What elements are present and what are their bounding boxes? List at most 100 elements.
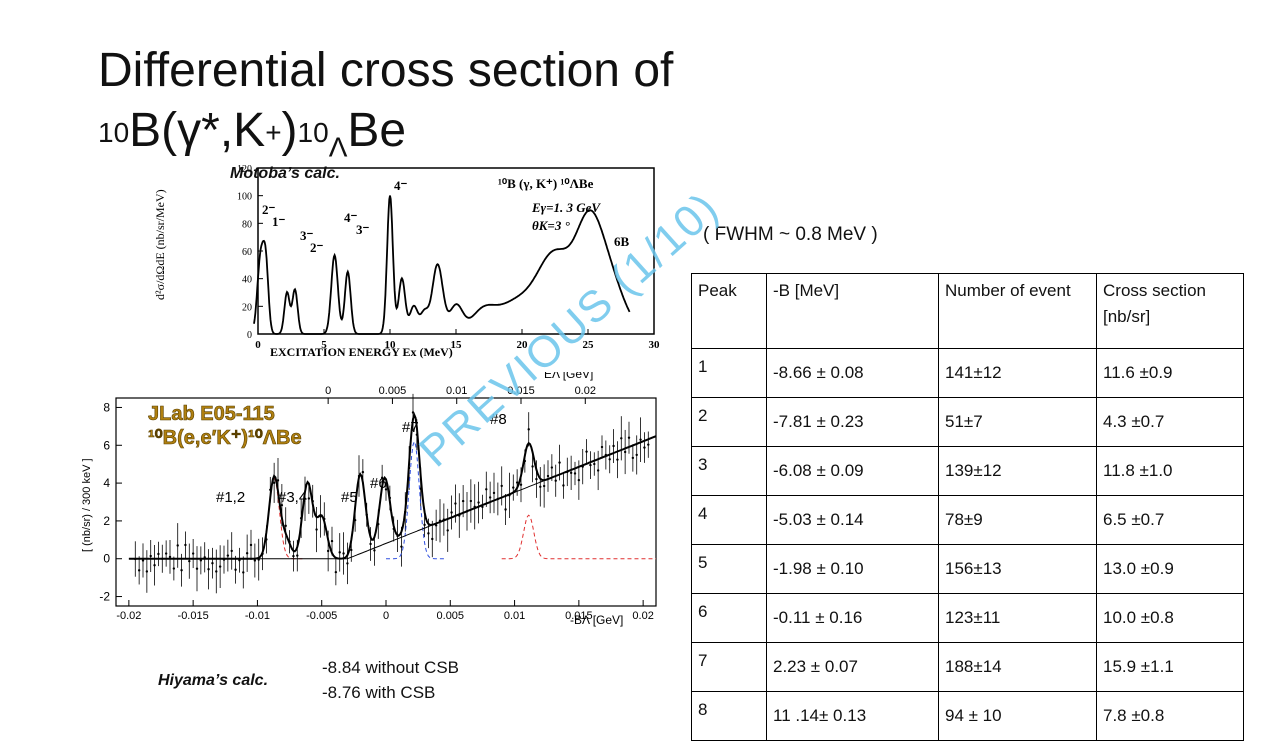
data-point <box>242 571 245 574</box>
background-fit <box>128 435 657 560</box>
cell-cross-section: 11.8 ±1.0 <box>1096 446 1244 496</box>
x-tick-label: -0.005 <box>306 610 337 622</box>
data-point <box>431 537 434 541</box>
x-tick-label: 15 <box>451 339 463 351</box>
data-point <box>272 481 276 485</box>
data-point <box>531 465 534 468</box>
data-point <box>346 562 349 565</box>
data-point <box>643 446 646 449</box>
hiyama-values: -8.84 without CSB -8.76 with CSB <box>322 655 459 705</box>
cell-binding: -8.66 ± 0.08 <box>766 348 939 398</box>
x-tick-label: 25 <box>583 339 595 351</box>
data-point <box>245 552 249 555</box>
cell-events: 78±9 <box>938 495 1097 545</box>
state-label: 1⁻ <box>272 214 286 229</box>
table-row: 5 -1.98 ± 0.10 156±13 13.0 ±0.9 <box>691 544 1244 594</box>
peak-fit-blue <box>386 440 444 560</box>
cell-cross-section: 10.0 ±0.8 <box>1096 593 1244 643</box>
x-axis-bottom-label: -BΛ [GeV] <box>570 613 623 627</box>
data-point <box>361 470 365 474</box>
reaction-info: ¹⁰B (γ, K⁺) ¹⁰ΛBe Eγ=1. 3 GeV θK=3 ° 6B <box>498 176 630 249</box>
cell-peak: 7 <box>691 642 767 692</box>
data-point <box>620 437 623 440</box>
x-tick-label: 0 <box>383 610 389 622</box>
data-point <box>234 568 237 571</box>
y-tick-label: 100 <box>237 192 252 203</box>
data-point <box>188 559 191 563</box>
beam-energy: Eγ=1. 3 GeV <box>531 200 601 215</box>
header-cross-section: Cross section [nb/sr] <box>1096 273 1244 349</box>
x-tick-label: 0.02 <box>575 385 596 397</box>
data-point <box>631 456 635 460</box>
total-fit-curve <box>128 411 657 560</box>
x-tick-label: -0.01 <box>245 610 270 622</box>
x-tick-label: -0.02 <box>116 610 141 622</box>
cell-binding: 11 .14± 0.13 <box>766 691 939 741</box>
hiyama-value-with-csb: -8.76 with CSB <box>322 683 436 702</box>
data-point <box>369 542 372 546</box>
y-axis-label: d²σ/dΩdE (nb/sr/MeV) <box>153 189 167 300</box>
header-binding: -B [MeV] <box>766 273 939 349</box>
table-row: 6 -0.11 ± 0.16 123±11 10.0 ±0.8 <box>691 593 1244 643</box>
table-header-row: Peak -B [MeV] Number of event Cross sect… <box>691 273 1244 349</box>
data-point <box>608 458 611 461</box>
data-point <box>334 570 338 574</box>
data-point <box>461 499 465 503</box>
header-peak: Peak <box>691 273 767 349</box>
table-row: 1 -8.66 ± 0.08 141±12 11.6 ±0.9 <box>691 348 1244 398</box>
data-point <box>145 570 149 573</box>
y-tick-label: 60 <box>242 247 252 258</box>
x-tick-label: 0.015 <box>507 385 535 397</box>
data-point <box>546 474 550 478</box>
state-labels: 2⁻ 1⁻ 3⁻ 2⁻ 4⁻ 3⁻ 4⁻ <box>262 178 408 255</box>
data-point <box>284 524 287 528</box>
data-point <box>469 499 473 503</box>
data-point <box>342 552 345 555</box>
data-point <box>373 549 376 552</box>
x-axis-label: EXCITATION ENERGY Ex (MeV) <box>270 345 453 359</box>
data-point <box>215 570 218 573</box>
x-tick-label: 0.005 <box>437 610 465 622</box>
cell-events: 139±12 <box>938 446 1097 496</box>
data-point <box>446 529 449 532</box>
data-point <box>180 569 183 572</box>
data-point <box>616 458 619 461</box>
data-point <box>249 543 253 547</box>
state-label: 3⁻ <box>300 228 314 243</box>
data-point <box>137 569 141 572</box>
reaction-close: ) <box>281 104 298 157</box>
y-tick-label: 0 <box>247 330 252 341</box>
peak-table: Peak -B [MeV] Number of event Cross sect… <box>691 273 1244 741</box>
data-point <box>276 479 280 482</box>
data-point <box>153 564 156 567</box>
jlab-spectrum-svg: [ (nb/sr) / 300 keV ] -2 0 2 4 6 8 -0.02 -0.01… <box>81 367 657 627</box>
cell-binding: 2.23 ± 0.07 <box>766 642 939 692</box>
data-point <box>512 486 515 489</box>
data-point <box>141 559 145 562</box>
state-label: 4⁻ <box>344 210 358 225</box>
y-tick-label: 20 <box>242 302 252 313</box>
y-tick-label: 2 <box>103 514 110 528</box>
cell-cross-section: 6.5 ±0.7 <box>1096 495 1244 545</box>
data-point <box>211 562 214 565</box>
y-tick-label: 80 <box>242 219 252 230</box>
x-tick-label: 0.01 <box>446 385 467 397</box>
cell-peak: 5 <box>691 544 767 594</box>
data-point <box>577 478 581 482</box>
data-point <box>492 491 496 495</box>
kaon-angle: θK=3 ° <box>532 218 571 233</box>
data-point <box>199 559 203 562</box>
data-point <box>535 477 538 481</box>
data-point <box>542 484 546 488</box>
data-point <box>647 443 650 446</box>
motoba-spectrum-svg: d²σ/dΩdE (nb/sr/MeV) 0 20 40 60 80 100 120 0 5 1… <box>153 164 660 359</box>
model-label: 6B <box>614 234 630 249</box>
y-tick-label: 4 <box>103 476 110 490</box>
table-row: 2 -7.81 ± 0.23 51±7 4.3 ±0.7 <box>691 397 1244 447</box>
data-point <box>292 554 295 558</box>
state-label: 3⁻ <box>356 222 370 237</box>
x-ticks-bottom: -0.02 -0.015 -0.01 -0.005 0 0.005 0.01 0.015 0.0… <box>116 600 654 622</box>
cell-binding: -5.03 ± 0.14 <box>766 495 939 545</box>
x-tick-label: 0.015 <box>565 610 593 622</box>
data-point <box>226 554 230 557</box>
